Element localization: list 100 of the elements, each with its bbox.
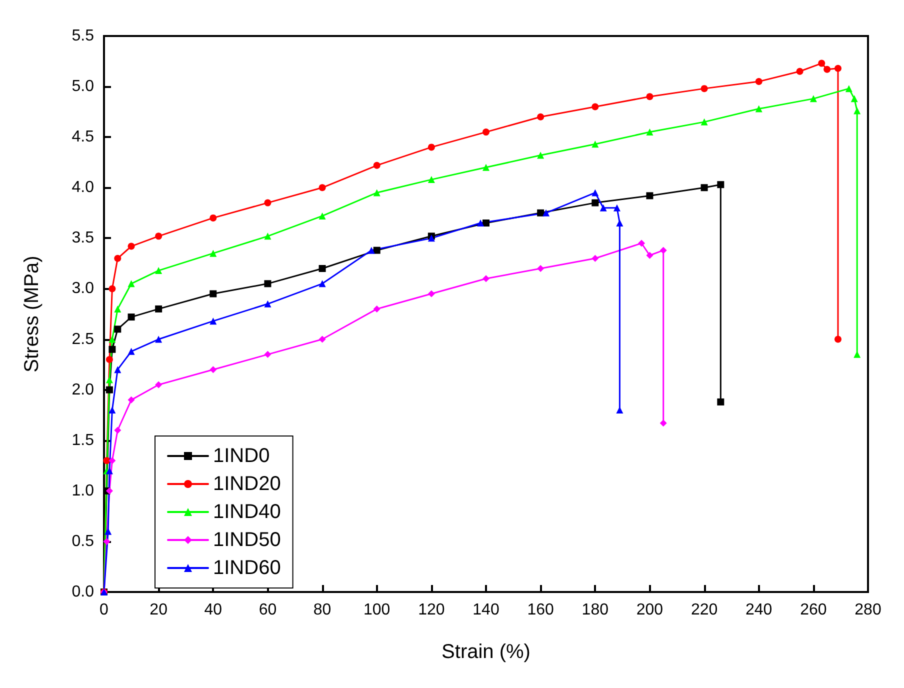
point: [428, 290, 435, 298]
point: [810, 95, 817, 102]
x-tick-label: 40: [204, 602, 222, 618]
point: [318, 280, 326, 288]
point: [114, 305, 122, 312]
point: [368, 246, 375, 254]
point: [616, 220, 624, 227]
x-tick-label: 80: [313, 602, 332, 618]
x-tick-label: 280: [854, 602, 882, 618]
point: [128, 314, 135, 321]
y-tick-label: 5.0: [72, 78, 94, 96]
point: [210, 250, 217, 257]
x-axis-title: Strain (%): [442, 641, 530, 663]
point: [850, 95, 858, 102]
point: [700, 184, 708, 192]
point: [482, 220, 490, 227]
point: [155, 336, 162, 343]
point: [155, 305, 162, 312]
point: [108, 336, 116, 343]
x-tick-label: 100: [364, 602, 390, 618]
x-tick-label: 60: [258, 602, 277, 618]
point: [114, 326, 122, 333]
point: [103, 457, 110, 464]
point: [592, 140, 599, 148]
point: [103, 538, 110, 545]
point: [210, 366, 217, 374]
point: [755, 105, 762, 112]
point: [264, 232, 272, 240]
point: [638, 240, 646, 247]
point: [114, 366, 122, 374]
point: [660, 246, 667, 254]
point: [537, 209, 544, 216]
y-axis-title: Stress (MPa): [21, 256, 43, 372]
point: [106, 356, 113, 363]
point: [155, 232, 162, 240]
point: [373, 246, 380, 254]
point: [755, 78, 762, 85]
legend-label: 1IND60: [213, 557, 281, 579]
point: [108, 406, 116, 414]
point: [128, 348, 135, 355]
y-tick-label: 3.5: [72, 230, 94, 247]
point: [646, 128, 654, 136]
point: [373, 305, 380, 312]
point: [845, 85, 852, 92]
y-tick-label: 0.5: [72, 532, 94, 550]
point: [264, 300, 272, 308]
legend-label: 1IND40: [213, 501, 281, 523]
point: [796, 68, 804, 75]
point: [264, 280, 272, 288]
y-tick-label: 2.5: [72, 330, 94, 348]
point: [834, 336, 842, 343]
point: [592, 103, 599, 110]
point: [114, 254, 122, 262]
point: [108, 285, 116, 292]
x-tick-label: 180: [582, 602, 609, 618]
y-tick-label: 5.5: [72, 28, 94, 44]
point: [104, 528, 112, 535]
point: [592, 199, 599, 206]
point: [542, 209, 550, 216]
point: [537, 113, 544, 120]
point: [106, 386, 113, 394]
x-tick-label: 0: [100, 602, 109, 618]
point: [482, 128, 490, 136]
point: [613, 204, 620, 212]
point: [600, 204, 607, 212]
point: [717, 181, 724, 188]
point: [106, 467, 113, 474]
point: [477, 220, 484, 227]
point: [824, 66, 831, 73]
point: [854, 107, 861, 114]
point: [155, 267, 162, 274]
y-tick-label: 1.0: [72, 482, 94, 500]
point: [108, 457, 116, 464]
point: [482, 164, 490, 171]
point: [537, 265, 544, 272]
point: [537, 152, 544, 159]
point: [106, 376, 113, 384]
point: [318, 265, 326, 272]
point: [646, 192, 654, 200]
point: [428, 176, 435, 184]
point: [700, 118, 708, 126]
point: [155, 381, 162, 388]
point: [373, 162, 380, 169]
point: [108, 346, 116, 353]
point: [717, 398, 724, 406]
point: [700, 85, 708, 92]
point: [592, 189, 599, 196]
y-tick-label: 0.0: [72, 584, 94, 600]
point: [318, 184, 326, 192]
x-tick-label: 260: [800, 602, 827, 618]
point: [373, 189, 380, 196]
point: [264, 199, 272, 206]
x-tick-label: 160: [527, 602, 554, 618]
point: [834, 64, 842, 72]
legend-label: 1IND0: [213, 445, 270, 467]
x-tick-label: 220: [690, 602, 718, 618]
point: [482, 275, 490, 282]
legend-label: 1IND50: [213, 529, 281, 551]
point: [818, 60, 826, 67]
point: [318, 212, 326, 220]
